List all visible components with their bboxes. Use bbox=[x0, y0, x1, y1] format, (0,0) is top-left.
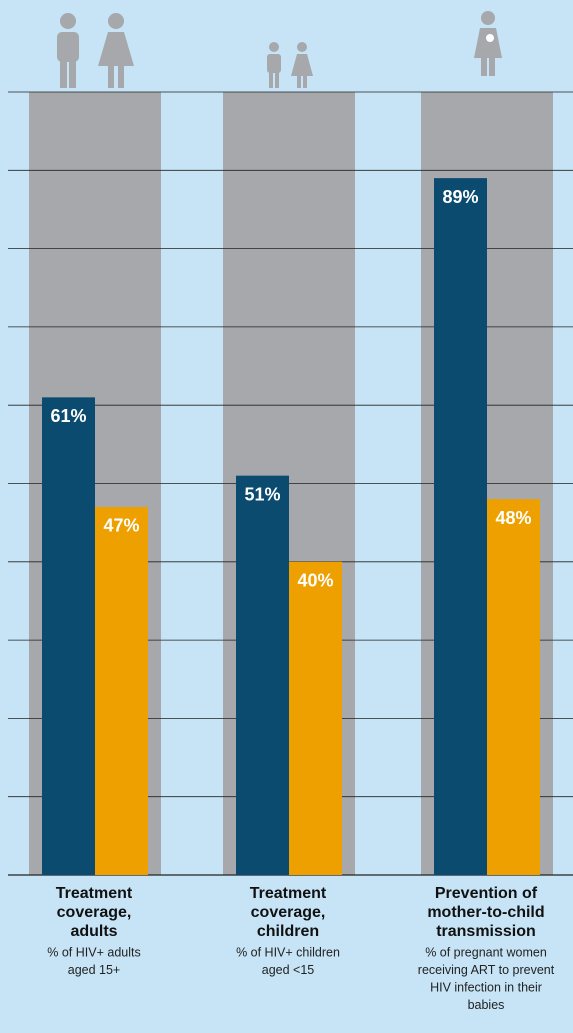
category-note: aged 15+ bbox=[68, 963, 120, 977]
icon-adults bbox=[57, 13, 134, 88]
bar bbox=[487, 499, 540, 875]
icon-pregnant-woman bbox=[474, 11, 502, 76]
category-label: children bbox=[257, 923, 319, 940]
bar bbox=[434, 178, 487, 875]
bar bbox=[236, 475, 289, 875]
category-label: coverage, bbox=[57, 904, 132, 921]
category-note: babies bbox=[468, 998, 505, 1012]
value-label: 51% bbox=[244, 484, 280, 504]
category-label: coverage, bbox=[251, 904, 326, 921]
category-note: % of HIV+ adults bbox=[47, 945, 140, 959]
bar bbox=[42, 397, 95, 875]
value-label: 40% bbox=[297, 571, 333, 591]
category-note: % of pregnant women bbox=[425, 945, 547, 959]
category-note: aged <15 bbox=[262, 963, 315, 977]
bar bbox=[95, 506, 148, 875]
category-note: receiving ART to prevent bbox=[418, 963, 555, 977]
icon-children bbox=[267, 42, 313, 88]
category-label: Treatment bbox=[56, 885, 133, 902]
category-label: Prevention of bbox=[435, 885, 538, 902]
category-label: adults bbox=[70, 923, 117, 940]
category-note: HIV infection in their bbox=[430, 980, 542, 994]
value-label: 47% bbox=[103, 516, 139, 536]
value-label: 89% bbox=[442, 187, 478, 207]
category-label: Treatment bbox=[250, 885, 327, 902]
category-label: transmission bbox=[436, 923, 536, 940]
value-label: 61% bbox=[50, 406, 86, 426]
bar bbox=[289, 561, 342, 875]
category-label: mother-to-child bbox=[427, 904, 544, 921]
value-label: 48% bbox=[495, 508, 531, 528]
category-note: % of HIV+ children bbox=[236, 945, 340, 959]
